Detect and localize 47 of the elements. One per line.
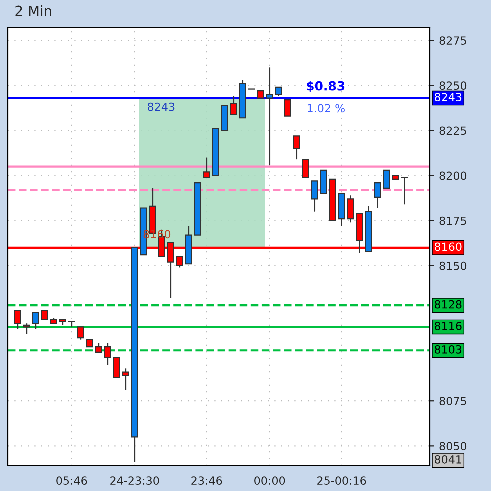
candlestick <box>320 170 328 194</box>
y-tick-label: 8050 <box>440 442 467 451</box>
ref-line-label: 8243 <box>434 93 462 102</box>
text: 8041 <box>434 455 462 464</box>
annotation: $0.83 <box>307 81 345 92</box>
candlestick <box>284 100 292 117</box>
candlestick <box>41 310 48 321</box>
candlestick <box>275 86 282 98</box>
candlestick <box>113 357 120 378</box>
y-tick-label: 8075 <box>440 397 466 406</box>
candlestick <box>374 182 382 209</box>
candlestick <box>383 170 390 189</box>
annotation: 8243 <box>148 102 175 112</box>
y-tick-label: 8250 <box>440 82 467 90</box>
candlestick <box>14 310 22 330</box>
candlestick <box>311 180 318 213</box>
ref-line-label: 8116 <box>434 322 462 330</box>
candlestick <box>401 176 408 206</box>
candlestick <box>32 312 40 330</box>
y-tick-label: 8200 <box>440 172 467 180</box>
candlestick <box>293 135 300 160</box>
x-tick-label: 00:00 <box>254 476 286 486</box>
ref-line-label: 8103 <box>434 345 462 354</box>
x-tick-label: 05:46 <box>56 476 88 486</box>
ref-line-label: 8160 <box>434 242 462 252</box>
y-tick-label: 8275 <box>440 36 466 45</box>
candlestick <box>68 321 76 328</box>
y-tick-label: 8175 <box>440 216 466 226</box>
candlestick <box>230 96 238 116</box>
candlestick <box>122 368 130 391</box>
candlestick <box>347 194 354 224</box>
candlestick <box>266 66 274 166</box>
candlestick <box>176 256 184 268</box>
ref-line-label: 8128 <box>434 300 462 309</box>
candlestick <box>23 322 30 336</box>
candlestick <box>95 342 102 354</box>
candlestick <box>104 342 112 366</box>
candlestick <box>77 326 84 341</box>
y-tick-label: 8150 <box>440 262 467 270</box>
annotation: 1.02 % <box>308 104 345 113</box>
x-tick-label: 24-23:30 <box>110 476 160 486</box>
x-tick-label: 25-00:16 <box>318 476 366 486</box>
y-tick-label: 8225 <box>440 126 466 136</box>
chart-title: 2 Min <box>16 6 52 16</box>
candlestick <box>302 159 310 178</box>
x-tick-label: 23:46 <box>192 476 222 486</box>
candlestick <box>203 157 210 178</box>
